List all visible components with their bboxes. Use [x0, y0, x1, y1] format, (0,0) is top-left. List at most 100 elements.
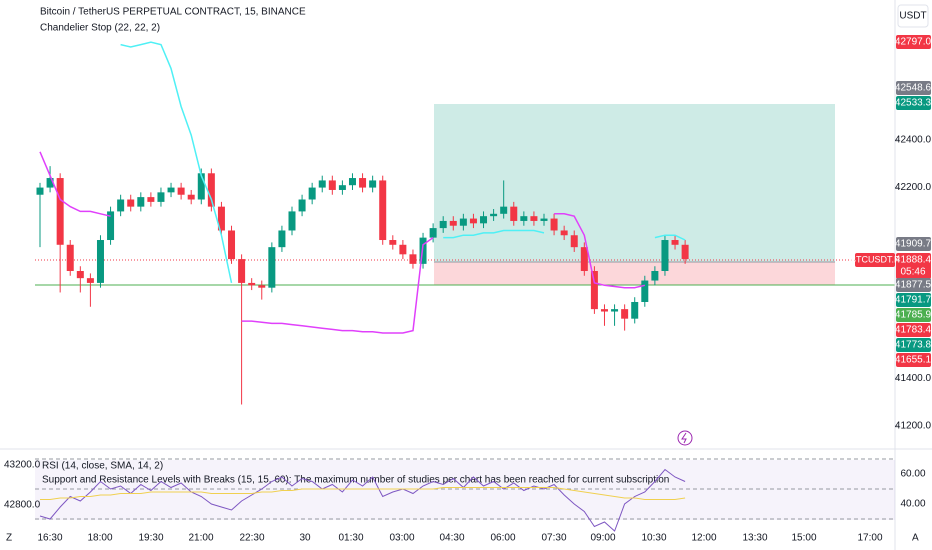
x-tick-label: 22:30: [239, 533, 264, 544]
candle-body: [520, 216, 528, 221]
chandelier-stop: [39, 151, 645, 334]
currency-button[interactable]: [897, 4, 929, 28]
candle-body: [96, 240, 104, 283]
candle-body: [117, 199, 125, 212]
candle-body: [258, 285, 266, 288]
candle-body: [439, 220, 447, 229]
price-label-box: [896, 237, 931, 251]
alert-icon[interactable]: [677, 430, 693, 446]
candle-body: [550, 218, 558, 231]
candle-body: [288, 211, 296, 231]
x-tick-label: 12:00: [691, 533, 716, 544]
candle-body: [379, 180, 387, 241]
symbol-label: BTCUSDT.P: [850, 254, 900, 264]
candle-body: [480, 216, 488, 224]
symbol-label-box: [855, 253, 895, 267]
candle-body: [641, 280, 649, 302]
price-label-box: [896, 35, 931, 49]
price-label-box: [896, 96, 931, 110]
candle-body: [621, 309, 629, 319]
y-tick-label: 40.00: [900, 499, 925, 510]
price-label: 41655.1: [895, 355, 932, 366]
price-label: 42797.0: [895, 37, 932, 48]
candle-body: [318, 180, 326, 188]
price-label: 42533.3: [895, 98, 932, 109]
candle-body: [46, 178, 54, 188]
candle-body: [338, 185, 346, 190]
candle-body: [228, 230, 236, 260]
candle-body: [409, 254, 417, 264]
price-label-box: [896, 81, 931, 95]
x-tick-label: 03:00: [389, 533, 414, 544]
profit-zone: [434, 104, 835, 262]
candle-body: [207, 173, 215, 207]
candle-body: [167, 187, 175, 193]
candle-body: [429, 228, 437, 238]
candle-body: [278, 230, 286, 248]
price-label-box: [896, 323, 931, 337]
x-tick-label: 16:30: [37, 533, 62, 544]
candle-body: [187, 194, 195, 200]
x-tick-label: 18:00: [87, 533, 112, 544]
candle-body: [490, 213, 498, 217]
candle-body: [651, 271, 659, 281]
price-label: 41785.9: [895, 310, 932, 321]
candle-body: [86, 278, 94, 283]
y-tick-label: 41200.0: [895, 421, 932, 432]
rsi-line: [40, 487, 686, 500]
x-tick-label: 04:30: [439, 533, 464, 544]
price-label-box: [896, 293, 931, 307]
candle-body: [238, 259, 246, 283]
indicator-label: Chandelier Stop (22, 22, 2): [40, 23, 160, 34]
chart-title: Bitcoin / TetherUS PERPETUAL CONTRACT, 1…: [40, 7, 306, 18]
candle-body: [197, 173, 205, 200]
price-label: 41877.5: [895, 280, 932, 291]
countdown: 05:46: [900, 267, 925, 278]
x-tick-label: 09:00: [590, 533, 615, 544]
rsi-title: RSI (14, close, SMA, 14, 2): [42, 461, 163, 472]
candle-body: [399, 244, 407, 255]
candle-body: [36, 187, 44, 195]
left-scale-label: 42800.0: [4, 500, 41, 511]
x-tick-label: 21:00: [188, 533, 213, 544]
price-label-box: [896, 308, 931, 322]
y-tick-label: 41400.0: [895, 373, 932, 384]
candle-body: [540, 218, 548, 221]
rsi-line: [39, 468, 686, 532]
candle-body: [369, 180, 377, 188]
candle-body: [56, 178, 64, 245]
candle-body: [661, 240, 669, 272]
currency[interactable]: USDT: [899, 11, 926, 22]
x-tick-label: 19:30: [138, 533, 163, 544]
loss-zone: [434, 262, 835, 285]
chandelier-stop: [120, 41, 686, 284]
candle-body: [359, 178, 367, 188]
candle-body: [328, 180, 336, 190]
candle-body: [469, 218, 477, 224]
price-label-box: [896, 253, 931, 279]
candle-body: [500, 206, 508, 214]
price-label-box: [896, 278, 931, 292]
candle-body: [600, 309, 608, 312]
candle-body: [76, 271, 84, 279]
price-label-box: [896, 353, 931, 367]
candle-body: [107, 211, 115, 241]
corner-left[interactable]: Z: [6, 533, 12, 544]
candle-body: [681, 244, 689, 260]
candle-body: [580, 247, 588, 272]
candle-body: [127, 199, 135, 207]
x-tick-label: 15:00: [791, 533, 816, 544]
corner-right[interactable]: A: [912, 533, 919, 544]
candle-body: [137, 197, 145, 207]
candle-body: [308, 187, 316, 200]
rsi-lines: [39, 468, 686, 532]
price-label: 41888.4: [895, 255, 932, 266]
candle-body: [530, 216, 538, 221]
candle-body: [560, 230, 568, 236]
candle-body: [177, 187, 185, 195]
x-tick-label: 07:30: [541, 533, 566, 544]
candle-body: [217, 206, 225, 231]
x-tick-label: 13:30: [742, 533, 767, 544]
